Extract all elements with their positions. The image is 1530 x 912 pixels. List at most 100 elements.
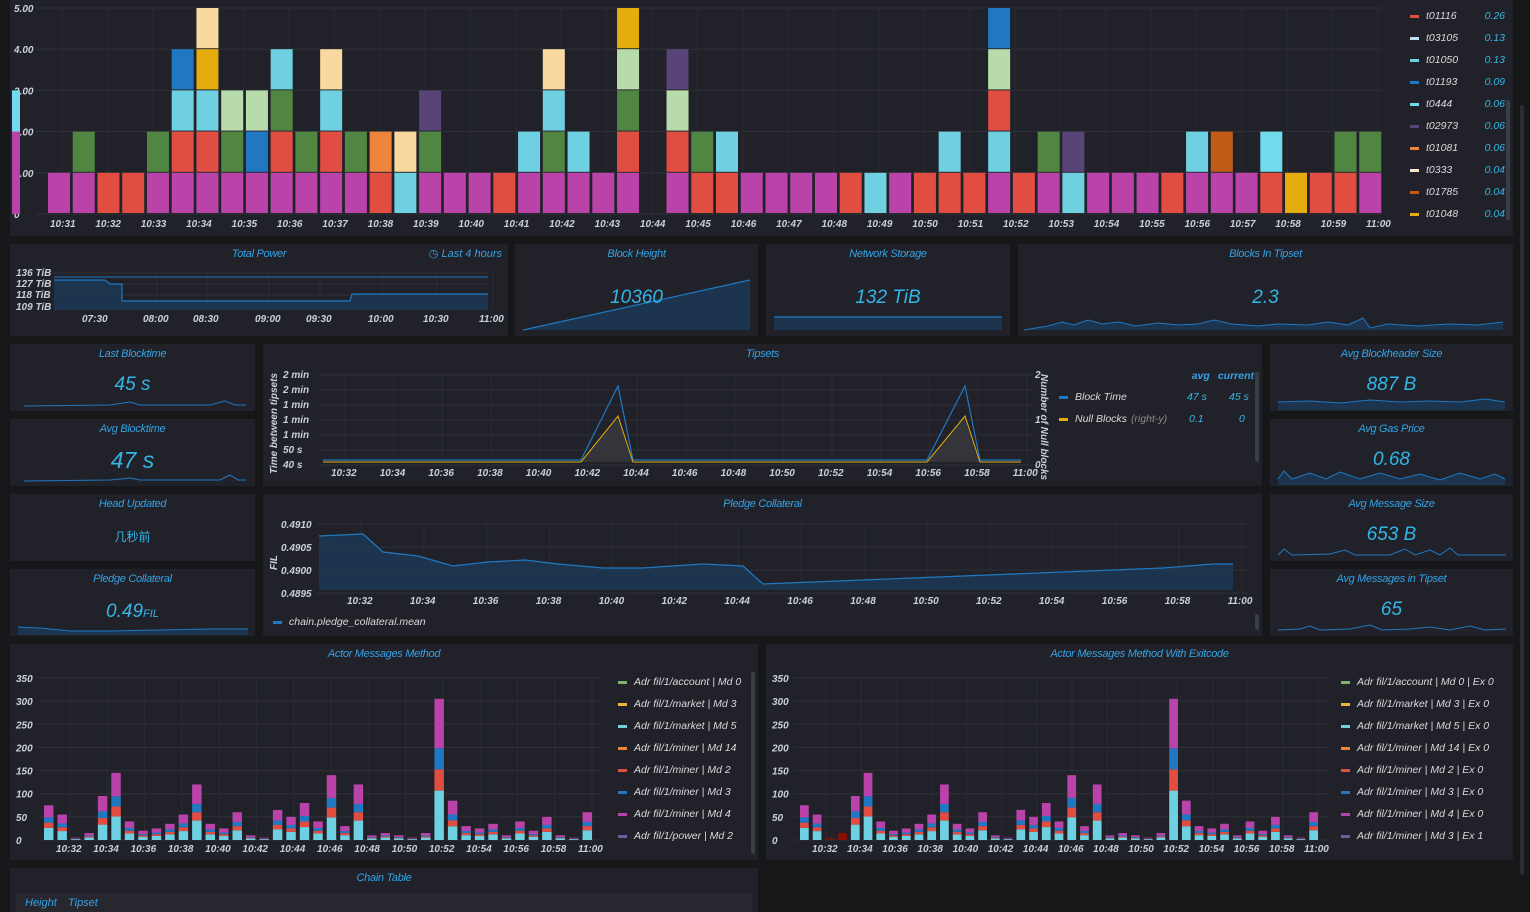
panel-title: Tipsets — [745, 348, 780, 360]
legend-item[interactable]: t01193 0.09 — [1410, 71, 1505, 93]
legend-item[interactable]: Adr fil/1/miner | Md 14 — [618, 737, 750, 759]
bar-segment — [582, 812, 592, 822]
legend-item[interactable]: t03105 0.13 — [1410, 27, 1505, 49]
stack-segment — [542, 131, 565, 172]
bar-segment — [812, 827, 822, 832]
legend-item[interactable]: t01785 0.04 — [1410, 181, 1505, 203]
bar-segment — [272, 809, 283, 821]
block-height-sparkline — [522, 279, 751, 331]
x-tick-label: 10:42 — [575, 468, 601, 479]
y-tick-label: 40 s — [282, 460, 303, 471]
legend-item-null-blocks[interactable]: Null Blocks (right-y) 0.1 0 — [1059, 408, 1254, 430]
x-tick-label: 10:50 — [1128, 844, 1154, 855]
legend-item[interactable]: Adr fil/1/account | Md 0 | Ex 0 — [1341, 671, 1506, 693]
legend-current: 0 — [1239, 413, 1245, 425]
legend-scrollbar[interactable] — [1255, 614, 1259, 630]
panel-title: Actor Messages Method With Exitcode — [1050, 648, 1229, 660]
bar-segment — [138, 830, 148, 834]
stack-segment — [1037, 172, 1060, 213]
legend-item[interactable]: Adr fil/1/miner | Md 3 — [618, 781, 750, 803]
legend-item[interactable]: t0333 0.04 — [1410, 159, 1505, 181]
bar-segment — [1207, 832, 1217, 835]
stack-segment — [171, 172, 194, 213]
legend-label: Block Time — [1075, 391, 1127, 403]
bar-segment — [582, 821, 592, 827]
stack-segment — [369, 131, 392, 172]
legend-item[interactable]: t02973 0.06 — [1410, 115, 1505, 137]
bar-segment — [1258, 835, 1268, 837]
bar-segment — [488, 829, 498, 832]
bar-segment — [151, 835, 162, 840]
network-storage-value: 132 TiB — [855, 287, 921, 308]
series-swatch — [618, 702, 627, 706]
legend-scrollbar[interactable] — [1255, 372, 1259, 462]
series-swatch — [1410, 190, 1419, 194]
legend-item[interactable]: Adr fil/1/power | Md 2 — [618, 825, 750, 847]
legend-avg-header[interactable]: avg — [1191, 370, 1210, 382]
legend-item[interactable]: Adr fil/1/miner | Md 2 — [618, 759, 750, 781]
legend-current-header[interactable]: current — [1217, 370, 1254, 382]
avg-messages-in-tipset-sparkline — [1277, 624, 1507, 631]
stack-segment — [171, 49, 194, 90]
stack-segment — [1186, 131, 1209, 172]
bar-segment — [205, 831, 216, 835]
x-tick-label: 10:56 — [1102, 596, 1128, 607]
legend-scrollbar[interactable] — [751, 672, 755, 854]
legend-item[interactable]: t01081 0.06 — [1410, 137, 1505, 159]
bar-segment — [825, 837, 835, 839]
legend-value: 0.04 — [1484, 208, 1505, 220]
legend-item[interactable]: t01050 0.13 — [1410, 49, 1505, 71]
actor-messages-method-panel: Actor Messages Method 350 300 250 200 150 100… — [10, 644, 758, 860]
bar-segment — [1156, 835, 1166, 837]
legend-item[interactable]: Adr fil/1/market | Md 3 | Ex 0 — [1341, 693, 1506, 715]
bar-segment — [474, 832, 485, 835]
legend-item[interactable]: Adr fil/1/market | Md 3 — [618, 693, 750, 715]
bar-segment — [800, 805, 809, 818]
avg-blocktime-sparkline — [23, 474, 246, 482]
legend-item[interactable]: t01116 0.26 — [1410, 5, 1505, 27]
bar-segment — [978, 821, 987, 827]
legend-item[interactable]: t01048 0.04 — [1410, 203, 1505, 225]
bar-segment — [990, 837, 1000, 839]
column-header-height[interactable]: Height — [25, 897, 57, 909]
bar-segment — [1092, 784, 1102, 804]
legend-item[interactable]: t0444 0.06 — [1410, 93, 1505, 115]
legend-item[interactable]: Adr fil/1/miner | Md 3 | Ex 1 — [1341, 825, 1506, 847]
pledge-legend-item[interactable]: chain.pledge_collateral.mean — [273, 616, 426, 628]
time-range-indicator[interactable]: ◷ Last 4 hours — [429, 247, 502, 260]
legend-item[interactable]: Adr fil/1/miner | Md 4 | Ex 0 — [1341, 803, 1506, 825]
legend-value: 0.13 — [1484, 54, 1505, 66]
bar-segment — [515, 830, 525, 834]
legend-item-block-time[interactable]: Block Time 47 s 45 s — [1059, 386, 1254, 408]
bar-segment — [838, 836, 847, 838]
bar-segment — [901, 834, 911, 836]
bar-segment — [1092, 803, 1102, 813]
page-scrollbar[interactable] — [1520, 105, 1524, 875]
bar-segment — [1245, 830, 1255, 834]
legend-item[interactable]: Adr fil/1/account | Md 0 — [618, 671, 750, 693]
bar-segment — [1143, 837, 1153, 839]
legend-item[interactable]: Adr fil/1/miner | Md 3 | Ex 0 — [1341, 781, 1506, 803]
stack-segment — [1260, 172, 1283, 213]
bar-segment — [474, 835, 485, 840]
bar-segment — [313, 833, 323, 840]
stack-segment — [97, 172, 120, 213]
actor-messages-exitcode-chart: 350 300 250 200 150 100 50 0 10:32 10:34 10:36 10:3… — [771, 674, 1329, 855]
panel-title: Total Power — [231, 248, 287, 260]
tipsets-legend: avg current Block Time 47 s 45 s Null Bl… — [1059, 370, 1254, 430]
bar-segment — [1232, 837, 1242, 839]
legend-label: Adr fil/1/miner | Md 4 | Ex 0 — [1357, 808, 1484, 820]
legend-scrollbar[interactable] — [1506, 100, 1510, 220]
column-header-tipset[interactable]: Tipset — [68, 897, 98, 909]
legend-item[interactable]: Adr fil/1/miner | Md 2 | Ex 0 — [1341, 759, 1506, 781]
legend-item[interactable]: Adr fil/1/market | Md 5 — [618, 715, 750, 737]
stack-segment — [988, 8, 1011, 49]
x-tick-label: 10:40 — [953, 844, 979, 855]
legend-item[interactable]: Adr fil/1/market | Md 5 | Ex 0 — [1341, 715, 1506, 737]
legend-item[interactable]: Adr fil/1/miner | Md 14 | Ex 0 — [1341, 737, 1506, 759]
x-tick-label: 10:32 — [95, 219, 121, 230]
bar-segment — [1080, 833, 1089, 836]
bar-segment — [205, 829, 216, 832]
bar-segment — [1220, 831, 1229, 835]
legend-item[interactable]: Adr fil/1/miner | Md 4 — [618, 803, 750, 825]
